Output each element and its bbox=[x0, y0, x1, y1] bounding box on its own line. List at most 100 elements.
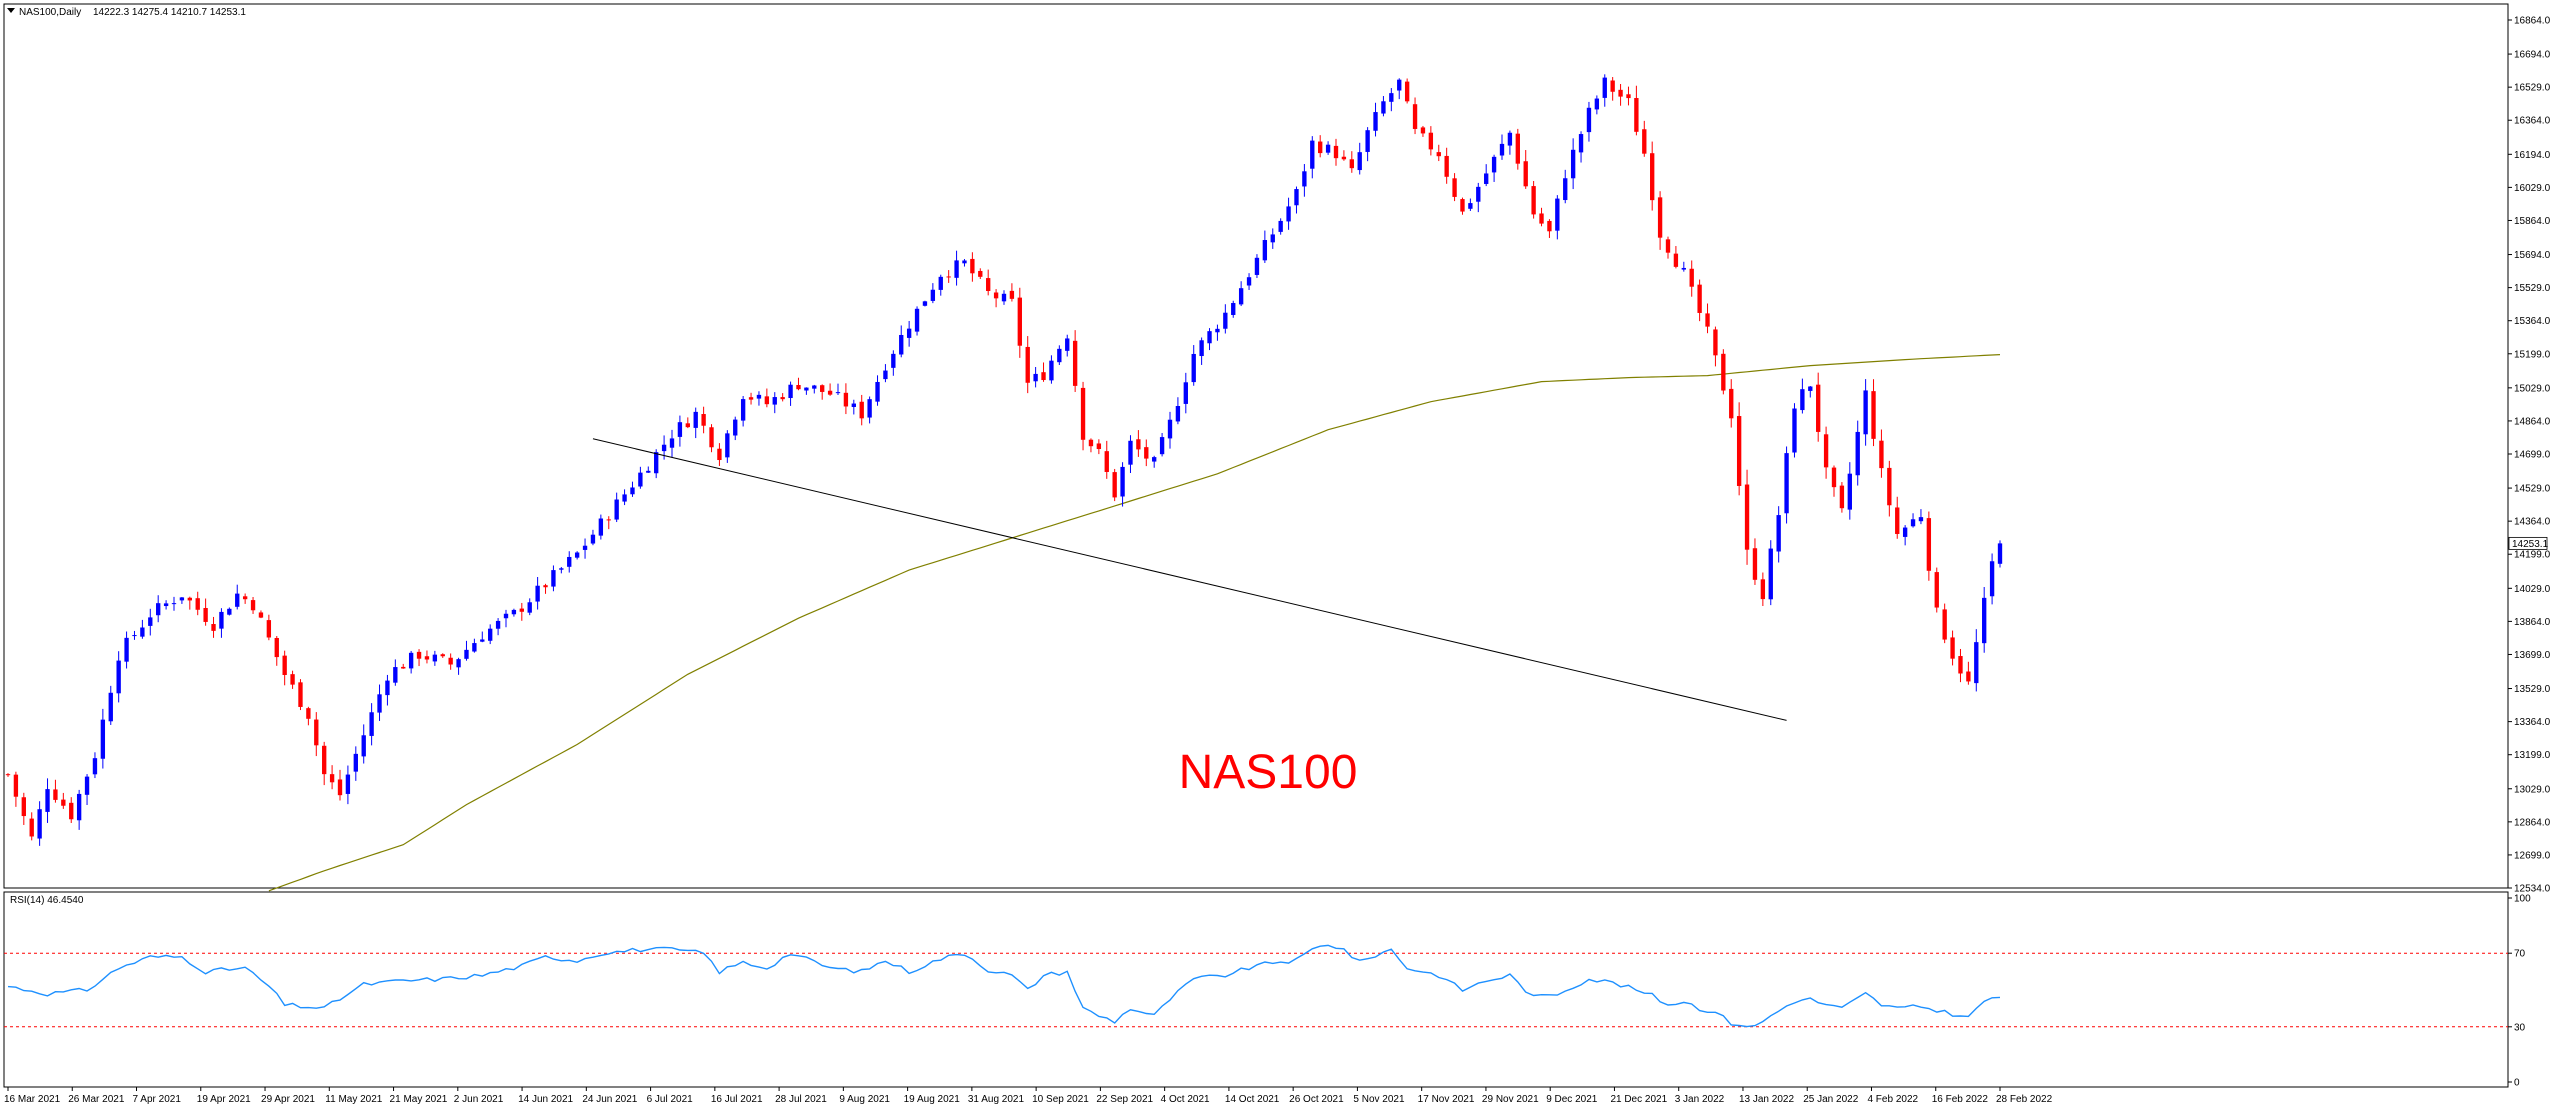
candle-body bbox=[843, 392, 849, 407]
current-price-label: 14253.1 bbox=[2512, 539, 2549, 550]
candle-body bbox=[1997, 543, 2003, 564]
candle-body bbox=[1626, 94, 1631, 99]
candle bbox=[867, 396, 872, 424]
candle bbox=[1871, 379, 1876, 447]
candle bbox=[1049, 355, 1054, 384]
candle-body bbox=[883, 370, 888, 380]
candle-body bbox=[377, 694, 382, 713]
candle bbox=[1507, 130, 1513, 155]
candle bbox=[1547, 219, 1552, 238]
candle bbox=[1910, 513, 1916, 528]
candle bbox=[725, 430, 730, 463]
candle bbox=[306, 706, 311, 726]
candle-body bbox=[92, 758, 98, 775]
candle bbox=[1689, 260, 1694, 297]
candle bbox=[891, 350, 896, 376]
candle bbox=[1152, 455, 1157, 468]
price-tick-label: 13364.0 bbox=[2514, 717, 2551, 728]
time-tick-label: 19 Aug 2021 bbox=[904, 1094, 961, 1105]
candle bbox=[298, 679, 303, 711]
rsi-series bbox=[7, 944, 2001, 1028]
candle bbox=[1072, 330, 1078, 392]
candle bbox=[559, 567, 564, 574]
candle bbox=[1207, 328, 1212, 351]
rsi-line bbox=[7, 944, 2001, 1028]
candle bbox=[1808, 385, 1813, 398]
candle-body bbox=[1136, 439, 1141, 450]
candle-body bbox=[274, 637, 279, 658]
candle bbox=[899, 325, 904, 358]
candle-body bbox=[1041, 372, 1046, 381]
candle-body bbox=[1254, 257, 1260, 275]
candle-body bbox=[1816, 384, 1821, 432]
candle bbox=[598, 514, 604, 540]
candle-body bbox=[646, 470, 651, 473]
candle bbox=[1926, 511, 1932, 581]
candle bbox=[1847, 462, 1852, 520]
candle-body bbox=[709, 427, 714, 448]
candle-body bbox=[1760, 579, 1766, 600]
time-tick-label: 31 Aug 2021 bbox=[968, 1094, 1025, 1105]
candle-body bbox=[1120, 466, 1125, 497]
candle-body bbox=[1152, 457, 1157, 462]
candle-body bbox=[1191, 353, 1196, 383]
candle bbox=[946, 270, 951, 283]
candle-body bbox=[1729, 388, 1734, 419]
candle-body bbox=[1444, 155, 1449, 177]
candle bbox=[567, 551, 572, 573]
candle bbox=[685, 417, 690, 429]
trendline[interactable] bbox=[592, 438, 1787, 721]
candle bbox=[132, 630, 137, 640]
candle-body bbox=[84, 776, 90, 795]
candle-body bbox=[1673, 253, 1679, 267]
candle bbox=[1302, 164, 1307, 197]
candle bbox=[1626, 86, 1631, 106]
candle-body bbox=[511, 609, 517, 615]
candle-body bbox=[258, 612, 264, 618]
candle-body bbox=[1080, 387, 1086, 440]
candle-body bbox=[416, 651, 422, 659]
time-tick-label: 14 Jun 2021 bbox=[518, 1094, 573, 1105]
candle-body bbox=[1491, 156, 1497, 173]
candle bbox=[922, 300, 928, 307]
candle bbox=[1246, 273, 1252, 290]
candle-body bbox=[1689, 268, 1694, 287]
candle-body bbox=[1823, 434, 1829, 468]
current-price-box bbox=[2508, 536, 2548, 550]
candle bbox=[1325, 141, 1331, 155]
candle-body bbox=[1468, 203, 1473, 209]
candle bbox=[796, 377, 801, 391]
candle-body bbox=[1333, 145, 1339, 159]
candle-body bbox=[480, 639, 485, 642]
candle bbox=[1112, 468, 1117, 502]
candle-body bbox=[195, 598, 200, 610]
candle bbox=[788, 381, 793, 406]
candle-body bbox=[654, 452, 659, 474]
candle bbox=[906, 320, 912, 347]
candle bbox=[361, 724, 366, 764]
price-tick-label: 16194.0 bbox=[2514, 150, 2551, 161]
candle bbox=[84, 774, 90, 806]
candle-body bbox=[1001, 293, 1007, 302]
candle bbox=[875, 375, 880, 406]
candle-body bbox=[527, 602, 532, 613]
candle-body bbox=[535, 585, 540, 602]
candle-body bbox=[899, 334, 904, 355]
candle bbox=[116, 651, 121, 703]
candle-body bbox=[1104, 451, 1109, 472]
candle bbox=[100, 708, 106, 769]
candle-body bbox=[1926, 518, 1932, 571]
candle-body bbox=[306, 708, 311, 719]
candle bbox=[1681, 261, 1686, 272]
candle-body bbox=[1768, 548, 1773, 600]
collapse-triangle-icon[interactable] bbox=[7, 8, 15, 13]
candle bbox=[1120, 462, 1125, 507]
candle bbox=[519, 602, 524, 621]
candle-body bbox=[69, 802, 74, 820]
price-tick-label: 16529.0 bbox=[2514, 83, 2551, 94]
candle bbox=[1286, 197, 1291, 230]
candle-body bbox=[970, 258, 975, 274]
candle bbox=[630, 481, 635, 497]
candle-body bbox=[37, 809, 42, 839]
candle bbox=[1721, 349, 1726, 395]
